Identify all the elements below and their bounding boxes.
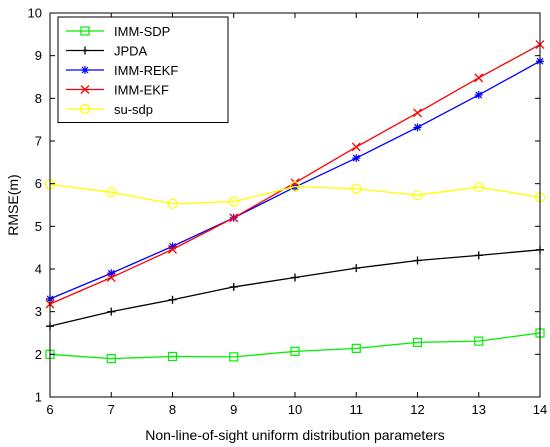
data-point-imm-ekf	[106, 273, 116, 282]
data-point-imm-rekf	[352, 154, 361, 163]
y-tick-label: 9	[35, 48, 42, 63]
data-point-imm-ekf	[229, 213, 239, 223]
legend-entry-jpda: JPDA	[66, 44, 148, 59]
series-line-imm-sdp	[49, 332, 541, 360]
data-point-su-sdp	[473, 181, 484, 193]
legend: IMM-SDP JPDA IMM-REKF IMM-EKF su-sdp	[57, 16, 229, 123]
legend-marker	[80, 26, 90, 36]
data-point-imm-ekf	[351, 142, 361, 152]
y-tick-label: 2	[35, 347, 42, 362]
data-point-su-sdp	[412, 190, 423, 201]
y-tick-label: 5	[35, 219, 42, 234]
data-point-jpda	[107, 307, 116, 316]
data-point-imm-sdp	[290, 346, 300, 356]
x-tick-label: 7	[108, 402, 115, 417]
data-point-su-sdp	[167, 198, 178, 209]
data-point-jpda	[168, 295, 177, 304]
data-point-imm-sdp	[474, 336, 484, 346]
data-point-su-sdp	[106, 187, 117, 198]
data-point-su-sdp	[289, 181, 301, 192]
legend-marker	[81, 46, 89, 55]
data-point-imm-ekf	[168, 244, 177, 254]
x-axis-label: Non-line-of-sight uniform distribution p…	[145, 427, 445, 443]
data-point-jpda	[229, 282, 238, 291]
data-point-jpda	[413, 256, 422, 265]
legend-entry-imm-sdp: IMM-SDP	[66, 24, 170, 39]
y-tick-label: 7	[35, 134, 42, 149]
data-point-imm-ekf	[413, 108, 422, 118]
data-point-imm-rekf	[413, 123, 422, 132]
x-tick-label: 9	[230, 402, 237, 417]
data-point-su-sdp	[351, 183, 362, 194]
data-point-imm-rekf	[168, 242, 177, 251]
data-point-imm-rekf	[107, 269, 116, 278]
legend-entry-su-sdp: su-sdp	[66, 102, 153, 117]
legend-marker	[81, 66, 89, 74]
data-point-imm-ekf	[290, 178, 300, 188]
x-tick-label: 6	[46, 402, 53, 417]
y-tick-label: 4	[35, 262, 42, 277]
y-tick-label: 6	[35, 176, 42, 191]
x-tick-label: 11	[350, 402, 364, 417]
legend-marker	[79, 103, 91, 115]
legend-marker	[80, 85, 90, 94]
data-point-imm-sdp	[351, 343, 361, 353]
x-tick-label: 8	[169, 402, 176, 417]
data-point-imm-sdp	[106, 354, 116, 364]
x-tick-label: 14	[533, 402, 547, 417]
legend-entry-imm-rekf: IMM-REKF	[66, 63, 178, 78]
legend-entry-imm-ekf: IMM-EKF	[66, 83, 169, 98]
legend-label: su-sdp	[114, 102, 153, 117]
y-tick-label: 1	[35, 390, 42, 405]
legend-label: IMM-EKF	[114, 83, 169, 98]
data-point-imm-sdp	[167, 351, 178, 362]
legend-label: IMM-REKF	[114, 63, 178, 78]
data-point-imm-ekf	[474, 73, 484, 83]
data-point-imm-sdp	[412, 337, 423, 347]
series-line-su-sdp	[49, 183, 541, 205]
series-layer	[44, 40, 546, 364]
data-point-imm-rekf	[474, 90, 483, 99]
y-tick-label: 3	[35, 304, 42, 319]
x-tick-label: 10	[288, 402, 302, 417]
data-point-jpda	[352, 264, 361, 273]
x-tick-label: 13	[472, 402, 486, 417]
data-point-su-sdp	[228, 196, 239, 207]
x-tick-label: 12	[410, 402, 424, 417]
data-point-imm-sdp	[229, 352, 239, 362]
y-axis-label: RMSE(m)	[5, 174, 21, 235]
y-tick-label: 10	[28, 6, 42, 21]
data-point-jpda	[291, 273, 299, 282]
series-su-sdp	[44, 179, 546, 209]
y-tick-label: 8	[35, 91, 42, 106]
data-point-jpda	[474, 251, 483, 260]
legend-label: JPDA	[114, 44, 148, 59]
legend-label: IMM-SDP	[114, 24, 170, 39]
